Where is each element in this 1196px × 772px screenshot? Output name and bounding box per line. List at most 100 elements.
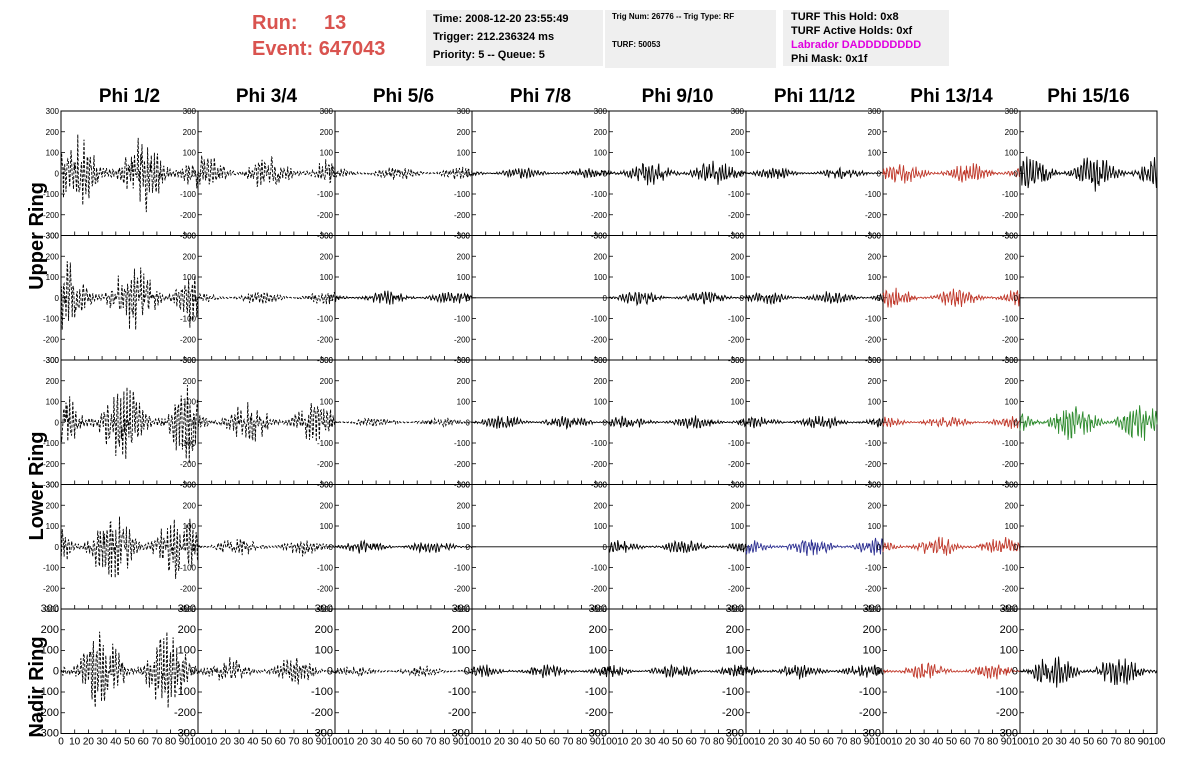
run-event-box: Run: 13 Event: 647043 [252, 10, 385, 62]
x-tick-label: 10 [754, 737, 766, 748]
y-tick-label: -100 [454, 315, 471, 324]
y-tick-label: -200 [311, 707, 333, 719]
x-tick-label: 50 [1083, 737, 1095, 748]
y-tick-label: 300 [46, 232, 60, 241]
x-tick-label: 10 [617, 737, 629, 748]
waveform-line [60, 384, 199, 464]
y-tick-label: 300 [1005, 356, 1019, 365]
x-tick-label: 30 [782, 737, 794, 748]
y-tick-label: -300 [448, 728, 470, 740]
y-tick-label: 100 [863, 645, 881, 657]
y-tick-label: 0 [192, 418, 197, 427]
y-tick-label: -100 [43, 190, 60, 199]
y-tick-label: 0 [329, 543, 334, 552]
y-tick-label: 0 [192, 543, 197, 552]
y-tick-label: -200 [591, 584, 608, 593]
column-header-phi-9-10: Phi 9/10 [641, 86, 714, 107]
x-tick-label: 80 [576, 737, 588, 748]
y-tick-label: 100 [457, 522, 471, 531]
x-tick-label: 30 [645, 737, 657, 748]
y-tick-label: 0 [1014, 543, 1019, 552]
y-tick-label: 0 [738, 665, 744, 677]
y-tick-label: -100 [1002, 190, 1019, 199]
y-tick-label: 100 [868, 149, 882, 158]
y-tick-label: -100 [728, 564, 745, 573]
y-tick-label: -200 [454, 211, 471, 220]
y-tick-label: -100 [591, 315, 608, 324]
column-header-phi-1-2: Phi 1/2 [98, 86, 161, 107]
x-tick-label: 90 [453, 737, 465, 748]
y-tick-label: -200 [591, 211, 608, 220]
x-tick-label: 80 [1124, 737, 1136, 748]
y-tick-label: 300 [731, 356, 745, 365]
event-value: 647043 [318, 38, 386, 60]
y-tick-label: 200 [863, 624, 881, 636]
x-tick-label: 80 [165, 737, 177, 748]
y-tick-label: 0 [53, 665, 59, 677]
y-tick-label: 200 [46, 501, 60, 510]
y-tick-label: 200 [1005, 501, 1019, 510]
y-tick-label: 0 [1012, 665, 1018, 677]
waveform-line [1019, 156, 1158, 192]
y-tick-label: 100 [1005, 398, 1019, 407]
x-tick-label: 20 [357, 737, 369, 748]
y-tick-label: 100 [594, 398, 608, 407]
y-tick-label: 300 [46, 356, 60, 365]
y-tick-label: -300 [43, 481, 60, 490]
y-tick-label: -200 [43, 211, 60, 220]
x-tick-label: 90 [179, 737, 191, 748]
y-tick-label: 200 [320, 128, 334, 137]
x-tick-label: 10 [891, 737, 903, 748]
y-tick-label: 200 [1000, 624, 1018, 636]
y-tick-label: -100 [865, 190, 882, 199]
x-tick-label: 70 [973, 737, 985, 748]
y-tick-label: 300 [320, 232, 334, 241]
y-tick-label: -200 [722, 707, 744, 719]
y-tick-label: 200 [452, 624, 470, 636]
y-tick-label: 200 [183, 501, 197, 510]
x-tick-label: 30 [97, 737, 109, 748]
y-tick-label: 300 [41, 603, 59, 615]
waveform-line [882, 536, 1021, 556]
y-tick-label: 200 [1005, 377, 1019, 386]
y-tick-label: 200 [320, 252, 334, 261]
x-tick-label: 60 [960, 737, 972, 748]
waveform-line [197, 402, 336, 442]
x-tick-label: 40 [1069, 737, 1081, 748]
y-tick-label: 300 [731, 107, 745, 116]
x-tick-label: 50 [672, 737, 684, 748]
y-tick-label: 300 [594, 232, 608, 241]
y-tick-label: 200 [731, 377, 745, 386]
y-tick-label: -200 [317, 211, 334, 220]
y-tick-label: 300 [183, 232, 197, 241]
y-tick-label: -100 [591, 190, 608, 199]
y-tick-label: -200 [448, 707, 470, 719]
y-tick-label: -200 [591, 335, 608, 344]
y-tick-label: -100 [317, 190, 334, 199]
x-tick-label: 30 [371, 737, 383, 748]
panel-frame [1019, 608, 1158, 734]
time-info-box: Time: 2008-12-20 23:55:49 Trigger: 212.2… [426, 10, 603, 66]
y-tick-label: -200 [865, 584, 882, 593]
y-tick-label: -100 [454, 190, 471, 199]
y-tick-label: -200 [180, 584, 197, 593]
y-tick-label: 0 [1014, 169, 1019, 178]
x-tick-label: 60 [686, 737, 698, 748]
y-tick-label: 0 [877, 543, 882, 552]
turf-text: TURF: 50053 [612, 40, 661, 49]
y-tick-label: 200 [178, 624, 196, 636]
y-tick-label: 200 [1005, 252, 1019, 261]
x-tick-label: 80 [850, 737, 862, 748]
y-tick-label: -100 [865, 439, 882, 448]
x-tick-label: 40 [110, 737, 122, 748]
x-tick-label: 40 [932, 737, 944, 748]
y-tick-label: 300 [452, 603, 470, 615]
x-tick-label: 90 [727, 737, 739, 748]
run-label: Run: [252, 12, 298, 34]
y-tick-label: -200 [865, 460, 882, 469]
x-tick-label: 10 [480, 737, 492, 748]
y-tick-label: 300 [315, 603, 333, 615]
turf-info-box: TURF This Hold: 0x8 TURF Active Holds: 0… [783, 10, 949, 66]
y-tick-label: -200 [728, 584, 745, 593]
y-tick-label: 0 [466, 169, 471, 178]
